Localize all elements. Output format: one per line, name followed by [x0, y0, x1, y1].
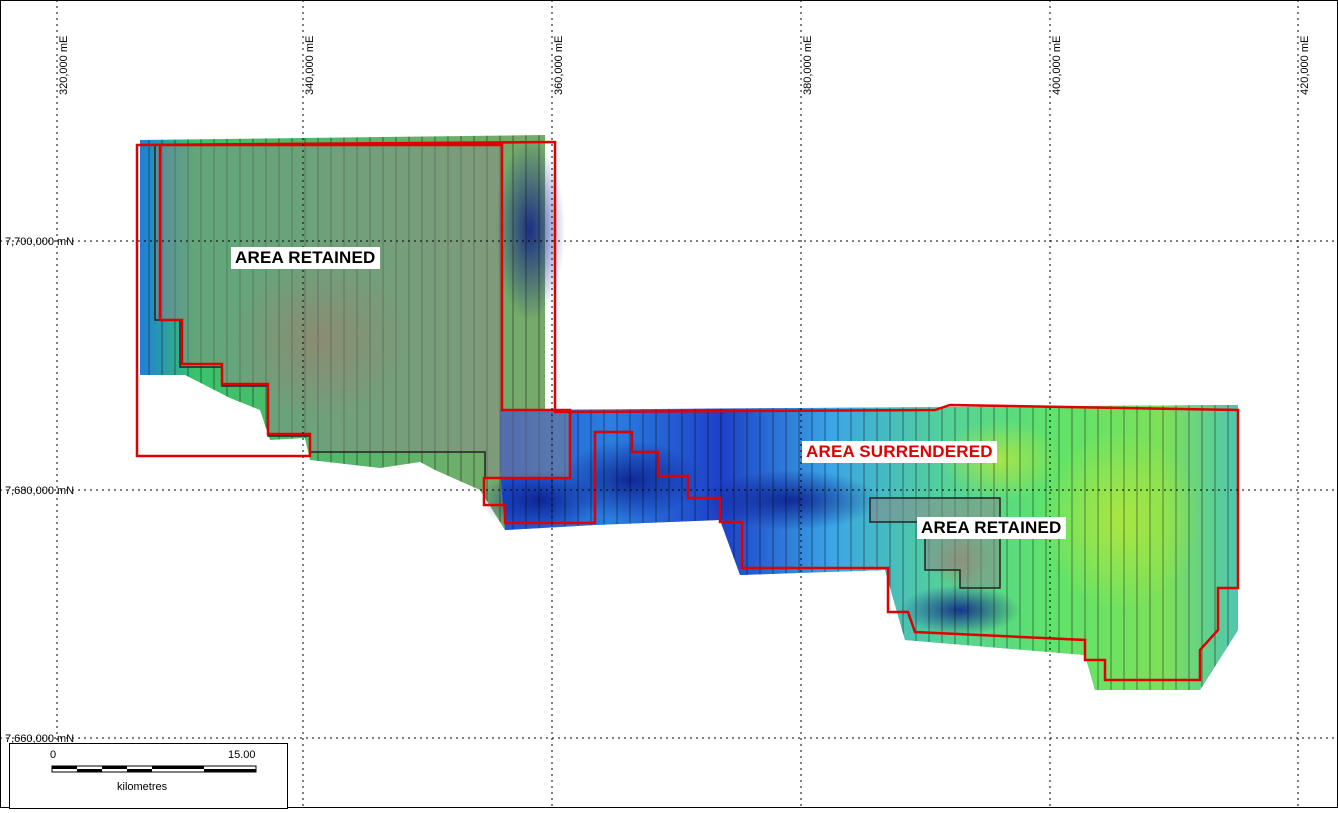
- scale-bar: 0 15.00 kilometres: [9, 743, 288, 809]
- label-area-retained-west: AREA RETAINED: [231, 247, 380, 269]
- easting-label-340000: 340,000 mE: [304, 36, 316, 95]
- scale-bar-graphic: [51, 765, 257, 773]
- label-area-surrendered: AREA SURRENDERED: [802, 441, 997, 463]
- northing-labels: 7,700,000 mN 7,680,000 mN 7,660,000 mN: [5, 236, 74, 745]
- easting-labels: 320,000 mE 340,000 mE 360,000 mE 380,000…: [58, 36, 1311, 95]
- easting-label-320000: 320,000 mE: [58, 36, 70, 95]
- tenement-boundary: [135, 140, 1240, 682]
- easting-label-400000: 400,000 mE: [1051, 36, 1063, 95]
- scale-start-label: 0: [50, 749, 57, 761]
- northing-label-7680000: 7,680,000 mN: [5, 485, 74, 497]
- label-area-retained-east: AREA RETAINED: [917, 517, 1066, 539]
- easting-label-360000: 360,000 mE: [553, 36, 565, 95]
- easting-label-380000: 380,000 mE: [802, 36, 814, 95]
- scale-unit-label: kilometres: [117, 781, 168, 793]
- boundary-line: [135, 140, 1240, 682]
- northing-label-7660000: 7,660,000 mN: [5, 733, 74, 745]
- scale-end-label: 15.00: [228, 749, 256, 761]
- easting-label-420000: 420,000 mE: [1299, 36, 1311, 95]
- northing-label-7700000: 7,700,000 mN: [5, 236, 74, 248]
